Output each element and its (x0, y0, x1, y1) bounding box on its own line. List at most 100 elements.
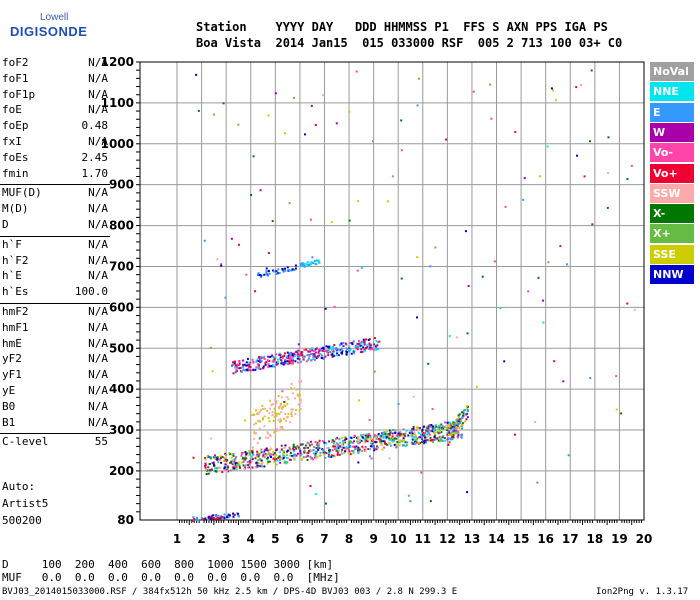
echo-point (381, 432, 384, 435)
echo-point (248, 460, 251, 463)
echo-point (366, 344, 369, 347)
echo-point (279, 426, 282, 429)
echo-point (455, 418, 458, 421)
echo-point (330, 455, 333, 458)
echo-point (233, 460, 236, 463)
echo-point (202, 518, 205, 521)
echo-point (417, 441, 420, 444)
echo-point (257, 419, 260, 422)
echo-point (440, 438, 443, 441)
echo-point (249, 458, 252, 461)
echo-point (369, 437, 372, 440)
echo-point (449, 438, 452, 441)
echo-point (262, 417, 265, 420)
echo-point (211, 514, 214, 517)
echo-point (438, 424, 441, 427)
echo-point (210, 467, 213, 470)
echo-point (296, 357, 299, 360)
param-name: foF1p (2, 87, 36, 101)
echo-point (258, 420, 261, 423)
echo-point (364, 450, 367, 453)
echo-point (315, 446, 318, 449)
echo-point (327, 452, 330, 455)
echo-point (395, 446, 398, 449)
echo-point (404, 434, 407, 437)
echo-point (340, 351, 343, 354)
echo-point (297, 394, 300, 397)
echo-point (397, 435, 400, 438)
echo-point (411, 435, 414, 438)
echo-point (238, 360, 241, 363)
echo-point (272, 457, 275, 460)
param-name: h`E (2, 269, 22, 283)
echo-point (327, 447, 330, 450)
echo-point (277, 456, 280, 459)
noise-point (434, 246, 437, 249)
echo-point (462, 412, 465, 415)
echo-point (233, 513, 236, 516)
echo-point (237, 514, 240, 517)
echo-point (369, 346, 372, 349)
echo-point (261, 461, 264, 464)
echo-point (200, 517, 203, 520)
y-tick-label: 800 (109, 219, 134, 233)
echo-point (272, 450, 275, 453)
echo-point (317, 261, 320, 264)
echo-point (282, 456, 285, 459)
echo-point (306, 441, 309, 444)
echo-point (314, 262, 317, 265)
echo-point (465, 418, 468, 421)
echo-point (255, 366, 258, 369)
footer-file-info: BVJ03_2014015033000.RSF / 384fx512h 50 k… (2, 587, 458, 597)
echo-point (352, 340, 355, 343)
echo-point (350, 352, 353, 355)
echo-point (279, 418, 282, 421)
echo-point (369, 344, 372, 347)
echo-point (317, 259, 320, 262)
echo-point (223, 517, 226, 520)
echo-point (270, 365, 273, 368)
echo-point (364, 446, 367, 449)
echo-point (284, 444, 287, 447)
echo-point (464, 420, 467, 423)
param-value: N/A (88, 384, 108, 397)
echo-point (427, 427, 430, 430)
echo-point (457, 414, 460, 417)
noise-point (562, 380, 565, 383)
echo-point (298, 380, 301, 383)
noise-point (418, 77, 421, 80)
echo-point (260, 451, 263, 454)
param-value: 55 (94, 435, 108, 449)
echo-point (289, 358, 292, 361)
echo-point (424, 432, 427, 435)
echo-point (284, 358, 287, 361)
echo-point (219, 455, 222, 458)
echo-point (251, 466, 254, 469)
echo-point (257, 367, 260, 370)
echo-point (302, 356, 305, 359)
echo-point (281, 355, 284, 358)
echo-point (437, 432, 440, 435)
echo-point (277, 394, 280, 397)
echo-point (285, 419, 288, 422)
echo-point (292, 445, 295, 448)
echo-point (380, 434, 383, 437)
noise-point (309, 485, 312, 488)
echo-point (373, 343, 376, 346)
echo-point (234, 364, 237, 367)
x-tick-label: 7 (320, 532, 328, 546)
echo-point (332, 355, 335, 358)
noise-point (222, 102, 225, 105)
echo-point (296, 452, 299, 455)
echo-point (239, 370, 242, 373)
echo-point (389, 442, 392, 445)
param-name: yE (2, 384, 16, 397)
echo-point (451, 430, 454, 433)
echo-point (284, 360, 287, 363)
echo-point (318, 441, 321, 444)
echo-point (231, 463, 234, 466)
echo-point (241, 369, 244, 372)
echo-point (227, 470, 230, 473)
legend-item: NoVal (650, 62, 694, 81)
echo-point (276, 463, 279, 466)
